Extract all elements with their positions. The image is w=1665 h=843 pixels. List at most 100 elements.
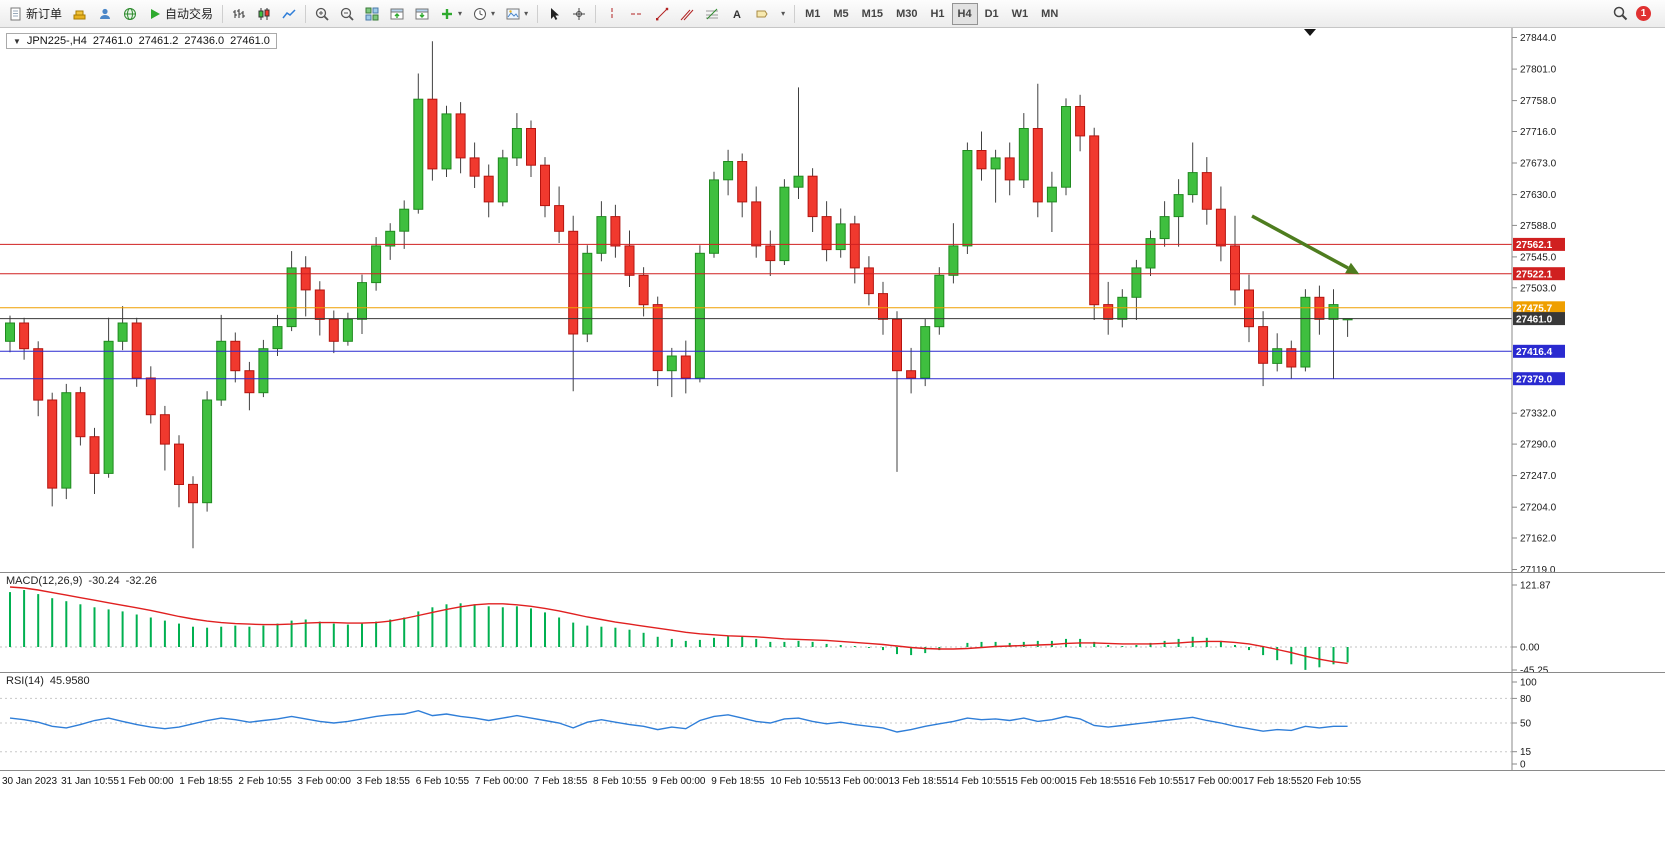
navigator-button[interactable] — [93, 3, 117, 25]
candlestick-chart[interactable]: 27844.0 27801.0 27758.0 27716.0 27673.0 27630… — [0, 28, 1665, 572]
profile-icon — [98, 7, 112, 21]
play-icon — [148, 7, 162, 21]
tab-timeframe-h4[interactable]: H4 — [951, 2, 978, 25]
vertical-line-button[interactable] — [600, 3, 624, 25]
time-axis[interactable]: 30 Jan 2023 31 Jan 10:55 1 Feb 00:00 1 Feb … — [0, 770, 1665, 795]
price-tick-label: 27758.0 — [1520, 96, 1557, 107]
crosshair-icon — [572, 7, 586, 21]
time-label: 10 Feb 10:55 — [770, 776, 830, 787]
tab-timeframe-w1[interactable]: W1 — [1011, 7, 1029, 20]
time-label: 6 Feb 10:55 — [415, 776, 470, 787]
rsi-tick-label: 80 — [1520, 694, 1532, 705]
terminal-button[interactable] — [118, 3, 142, 25]
rsi-panel: RSI(14) 45.9580 100 80 50 15 0 — [0, 672, 1665, 771]
search-icon[interactable] — [1613, 6, 1628, 21]
fibonacci-button[interactable] — [700, 3, 724, 25]
shapes-dropdown-button[interactable]: ▾ — [775, 3, 790, 25]
autotrade-label: 自动交易 — [165, 7, 214, 21]
horizontal-line-button[interactable] — [625, 3, 649, 25]
add-indicator-button[interactable]: ▾ — [435, 3, 467, 25]
macd-panel: MACD(12,26,9) -30.24 -32.26 121.87 0.00 -4… — [0, 572, 1665, 673]
label-button[interactable] — [750, 3, 774, 25]
caret-down-icon: ▾ — [781, 9, 786, 18]
tab-timeframe-mn[interactable]: MN — [1041, 7, 1059, 20]
tab-timeframe-m5[interactable]: M5 — [833, 7, 849, 20]
cursor-button[interactable] — [542, 3, 566, 25]
trendline-icon — [655, 7, 669, 21]
bar-marker-icon — [1304, 29, 1316, 36]
price-tick-label: 27844.0 — [1520, 33, 1557, 44]
rsi-label: RSI(14) 45.9580 — [6, 675, 90, 687]
price-badge — [1513, 312, 1565, 326]
symbol-period-label: JPN225-,H4 — [26, 35, 87, 47]
trend-arrow[interactable] — [1251, 214, 1349, 270]
toolbar: 新订单 自动交易 — [0, 0, 1665, 28]
rsi-tick-label: 100 — [1520, 678, 1537, 689]
line-chart-icon — [282, 7, 296, 21]
shift-chart-button[interactable] — [385, 3, 409, 25]
zoom-out-button[interactable] — [335, 3, 359, 25]
window-arrow-down-icon — [415, 7, 429, 21]
price-tick-label: 27673.0 — [1520, 159, 1557, 170]
price-tick-label: 27716.0 — [1520, 127, 1557, 138]
autotrade-button[interactable]: 自动交易 — [143, 3, 218, 25]
channel-button[interactable] — [675, 3, 699, 25]
time-label: 13 Feb 00:00 — [829, 776, 889, 787]
tab-timeframe-m15[interactable]: M15 — [861, 7, 884, 20]
rsi-tick-label: 0 — [1520, 760, 1526, 771]
crosshair-button[interactable] — [567, 3, 591, 25]
rsi-chart[interactable]: 100 80 50 15 0 — [0, 673, 1665, 771]
price-badge-label: 27461.0 — [1516, 314, 1553, 325]
separator — [595, 4, 597, 23]
time-label: 20 Feb 10:55 — [1302, 776, 1362, 787]
line-chart-button[interactable] — [277, 3, 301, 25]
time-label: 1 Feb 00:00 — [120, 776, 174, 787]
low-value: 27436.0 — [184, 35, 225, 47]
candlestick-chart-button[interactable] — [252, 3, 276, 25]
trendline-button[interactable] — [650, 3, 674, 25]
open-value: 27461.0 — [92, 35, 133, 47]
time-label: 13 Feb 18:55 — [888, 776, 948, 787]
rsi-name: RSI(14) — [6, 675, 44, 687]
chevron-down-icon[interactable]: ▼ — [13, 36, 21, 46]
macd-chart[interactable]: 121.87 0.00 -45.25 — [0, 573, 1665, 673]
market-watch-button[interactable] — [68, 3, 92, 25]
cursor-icon — [547, 7, 561, 21]
new-order-button[interactable]: 新订单 — [4, 3, 67, 25]
macd-tick-label: 0.00 — [1520, 643, 1540, 654]
bar-chart-button[interactable] — [227, 3, 251, 25]
channel-icon — [680, 7, 694, 21]
price-badge-label: 27475.7 — [1516, 304, 1553, 315]
chart-ohlc-info: ▼ JPN225-,H4 27461.0 27461.2 27436.0 274… — [6, 33, 277, 49]
periods-button[interactable]: ▾ — [468, 3, 500, 25]
notification-badge[interactable]: 1 — [1636, 6, 1651, 21]
price-tick-label: 27204.0 — [1520, 503, 1557, 514]
bar-chart-icon — [232, 7, 246, 21]
price-tick-label: 27290.0 — [1520, 440, 1557, 451]
tab-timeframe-m30[interactable]: M30 — [896, 7, 918, 20]
price-tick-label: 27545.0 — [1520, 252, 1557, 263]
autoscroll-button[interactable] — [410, 3, 434, 25]
text-button[interactable]: A — [725, 3, 749, 25]
tab-timeframe-h1[interactable]: H1 — [930, 7, 945, 20]
template-image-icon — [506, 7, 520, 21]
price-badge — [1513, 301, 1565, 315]
price-tick-label: 27588.0 — [1520, 221, 1557, 232]
time-label: 17 Feb 00:00 — [1184, 776, 1243, 787]
plus-icon — [440, 7, 454, 21]
tab-timeframe-m1[interactable]: M1 — [805, 7, 821, 20]
horizontal-line-icon — [630, 7, 644, 21]
price-tick-label: 27119.0 — [1520, 565, 1556, 572]
zoom-in-button[interactable] — [310, 3, 334, 25]
price-chart-panel: ▼ JPN225-,H4 27461.0 27461.2 27436.0 274… — [0, 28, 1665, 572]
rsi-tick-label: 50 — [1520, 719, 1532, 730]
tab-timeframe-d1[interactable]: D1 — [984, 7, 999, 20]
macd-value: -30.24 — [88, 575, 120, 587]
templates-button[interactable]: ▾ — [501, 3, 533, 25]
time-label: 7 Feb 00:00 — [474, 776, 529, 787]
price-badge-label: 27379.0 — [1516, 375, 1553, 386]
time-label: 1 Feb 18:55 — [179, 776, 233, 787]
high-value: 27461.2 — [138, 35, 179, 47]
tile-windows-button[interactable] — [360, 3, 384, 25]
price-tick-label: 27162.0 — [1520, 534, 1557, 545]
